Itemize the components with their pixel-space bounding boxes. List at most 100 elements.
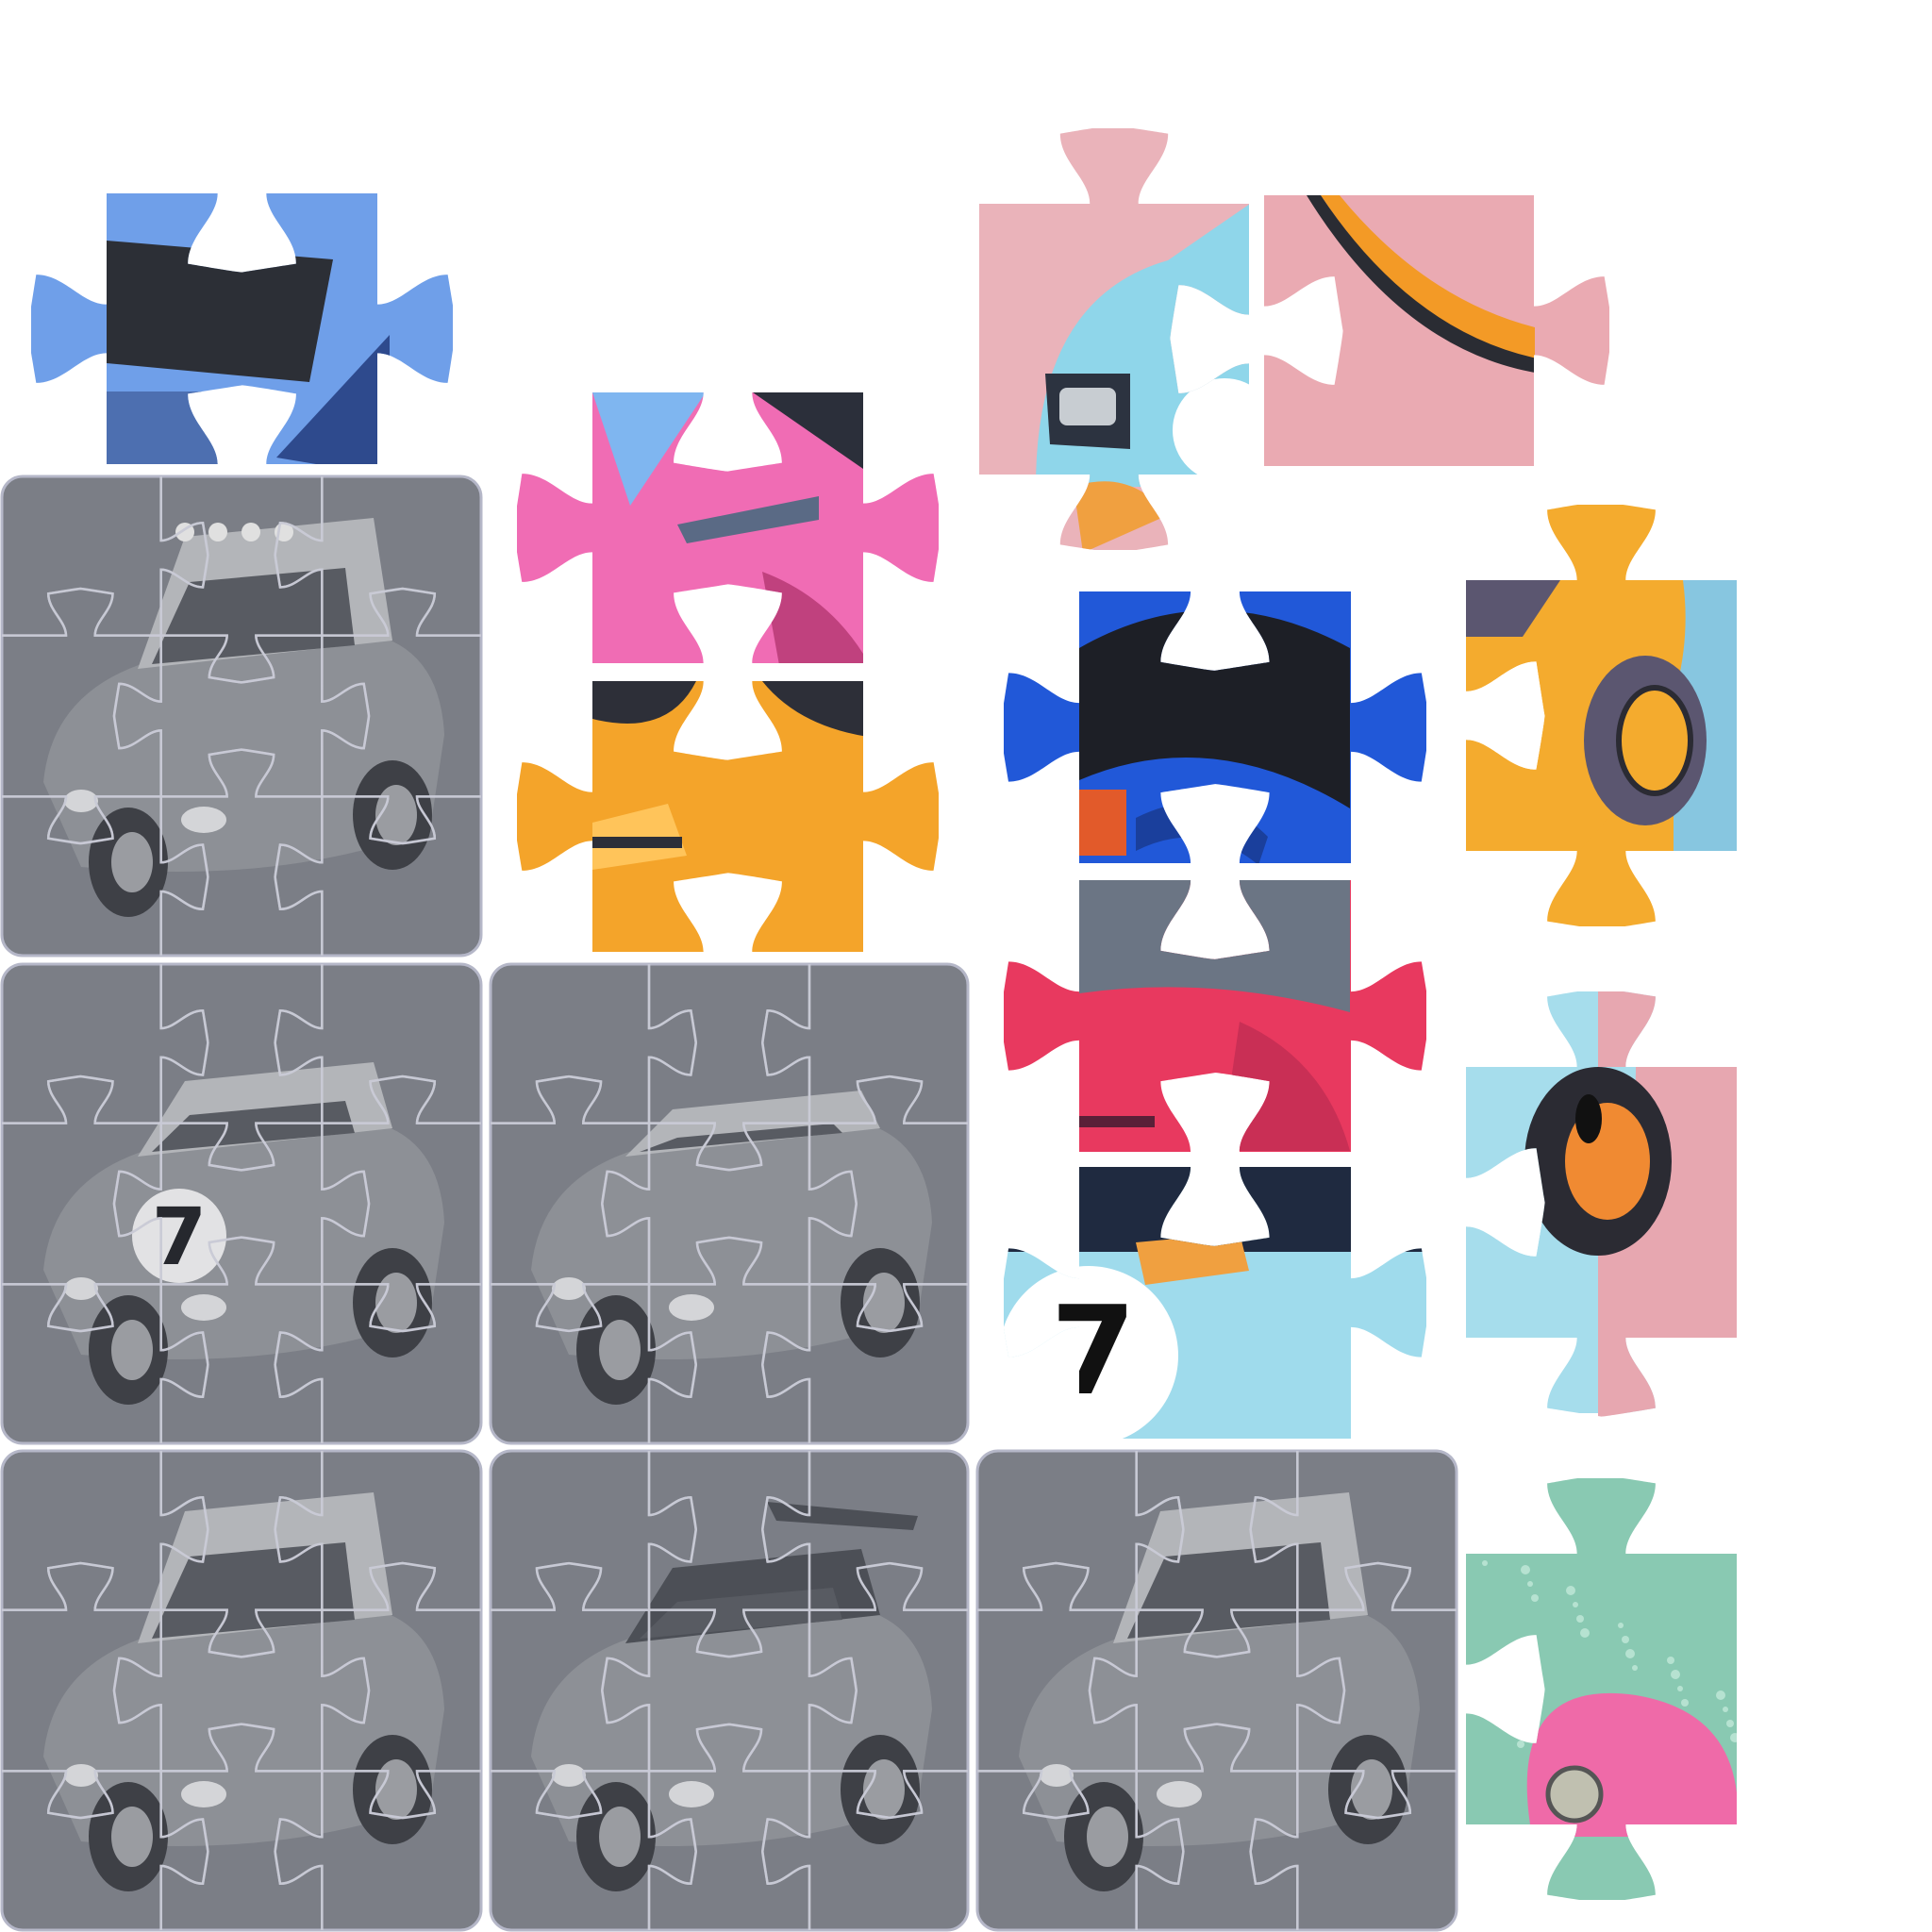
car-silhouette-headlight bbox=[1040, 1764, 1074, 1787]
blue-racer-roof bbox=[1079, 610, 1350, 808]
car-silhouette-hub bbox=[1087, 1807, 1128, 1867]
orange-stripe-edge bbox=[1307, 195, 1547, 375]
car-silhouette-windshield bbox=[152, 568, 355, 664]
red-car-vent bbox=[1079, 1116, 1155, 1127]
car-silhouette-hub bbox=[1351, 1759, 1392, 1820]
car-silhouette-headlight bbox=[64, 790, 98, 812]
mint-texture-dot bbox=[1723, 1707, 1728, 1712]
mint-texture-dot bbox=[1573, 1602, 1578, 1607]
mint-texture-dot bbox=[1482, 1560, 1488, 1566]
piece-art bbox=[1004, 591, 1426, 863]
piece-art-base bbox=[1264, 195, 1609, 466]
mint-texture-dot bbox=[1521, 1565, 1530, 1574]
mint-texture-dot bbox=[1716, 1690, 1725, 1700]
piece-art bbox=[979, 128, 1249, 553]
piece-art-base bbox=[1004, 880, 1426, 1152]
car-silhouette-headlight bbox=[181, 807, 226, 833]
car-silhouette-hub bbox=[375, 1273, 417, 1333]
mint-texture-dot bbox=[1632, 1665, 1638, 1671]
car-silhouette-windshield bbox=[640, 1124, 842, 1152]
slot-seam bbox=[761, 1770, 968, 1930]
mint-texture-dot bbox=[1566, 1586, 1575, 1595]
slot-seam bbox=[274, 795, 481, 956]
board-slot-offroad-suv[interactable] bbox=[0, 475, 483, 958]
slot-contents bbox=[491, 964, 968, 1443]
truck-window bbox=[107, 241, 333, 382]
truck-grille bbox=[107, 391, 220, 464]
pink-car-top-piece[interactable] bbox=[517, 317, 939, 739]
slot-contents bbox=[491, 1451, 968, 1930]
light-blue-car-vent bbox=[1575, 1094, 1602, 1143]
mint-texture-dot bbox=[1527, 1581, 1533, 1587]
orange-stripe bbox=[1321, 195, 1535, 360]
orange-car-hub bbox=[1616, 685, 1693, 796]
slot-seam bbox=[274, 1770, 481, 1930]
piece-art bbox=[1264, 195, 1609, 466]
mint-texture-dot bbox=[1517, 1740, 1524, 1748]
mint-texture-dot bbox=[1667, 1657, 1674, 1664]
racer-orange-stripe bbox=[1074, 481, 1168, 553]
piece-art bbox=[1004, 880, 1426, 1152]
car-silhouette-windshield bbox=[640, 1588, 842, 1639]
slot-seam bbox=[761, 1283, 968, 1443]
board-slot-supercar[interactable] bbox=[489, 1449, 970, 1932]
mint-texture-dot bbox=[1730, 1733, 1737, 1742]
mint-texture-dot bbox=[1580, 1628, 1590, 1638]
piece-art bbox=[1466, 991, 1737, 1417]
light-blue-racer-headlight-piece[interactable] bbox=[904, 128, 1324, 553]
car-silhouette-hub bbox=[599, 1807, 641, 1867]
car-silhouette-windshield bbox=[152, 1542, 355, 1639]
orange-car-wheel-piece[interactable] bbox=[1391, 505, 1824, 939]
slot-contents bbox=[2, 1451, 481, 1930]
racer-headlight bbox=[1059, 388, 1116, 425]
orange-stripe-on-pink-piece[interactable] bbox=[1189, 120, 1609, 541]
board-slot-classic-roadster[interactable] bbox=[489, 962, 970, 1445]
truck-side-shadow bbox=[276, 335, 390, 464]
slot-contents: 7 bbox=[2, 964, 481, 1443]
car-silhouette-hub bbox=[111, 1320, 153, 1380]
car-silhouette-hub bbox=[863, 1273, 905, 1333]
car-silhouette-hub bbox=[375, 1759, 417, 1820]
orange-car-window bbox=[762, 681, 875, 738]
mint-texture-dot bbox=[1531, 1594, 1539, 1602]
blue-black-racer-piece[interactable] bbox=[1004, 516, 1426, 939]
mint-texture-dot bbox=[1681, 1699, 1689, 1707]
car-silhouette-headlight bbox=[181, 1781, 226, 1807]
orange-car-window bbox=[1466, 580, 1560, 637]
car-silhouette-headlight bbox=[552, 1764, 586, 1787]
mint-texture-dot bbox=[1622, 1636, 1629, 1643]
board-slot-jeep[interactable] bbox=[0, 1449, 483, 1932]
pink-car-shadow bbox=[762, 572, 875, 663]
blue-racer-stripe bbox=[1079, 790, 1126, 856]
slot-seam bbox=[274, 1283, 481, 1443]
pink-car-vent bbox=[677, 496, 819, 543]
mint-texture-dot bbox=[1677, 1686, 1683, 1691]
car-silhouette-headlight bbox=[181, 1294, 226, 1321]
car-silhouette-headlight bbox=[669, 1781, 714, 1807]
racer-roundel bbox=[132, 1189, 226, 1283]
car-silhouette-hub bbox=[111, 1807, 153, 1867]
racer-number: 7 bbox=[1051, 1279, 1136, 1423]
car-silhouette-hub bbox=[863, 1759, 905, 1820]
car-silhouette-headlight bbox=[552, 1277, 586, 1300]
board-slot-pickup-truck[interactable] bbox=[975, 1449, 1458, 1932]
car-silhouette-windshield bbox=[1127, 1542, 1330, 1639]
slot-contents bbox=[977, 1451, 1457, 1930]
red-car-windshield-piece[interactable] bbox=[1004, 805, 1426, 1227]
car-silhouette-windshield bbox=[152, 1101, 355, 1152]
light-blue-wheel-on-pink-piece[interactable] bbox=[1391, 991, 1815, 1425]
car-silhouette-roof-light bbox=[208, 523, 227, 541]
orange-car-window bbox=[592, 681, 696, 724]
car-silhouette-wing bbox=[767, 1502, 918, 1530]
pink-wheel-hub bbox=[1545, 1765, 1604, 1824]
car-silhouette-hub bbox=[599, 1320, 641, 1380]
mint-texture-dot bbox=[1625, 1649, 1635, 1658]
racer-orange-stripe bbox=[1136, 1233, 1249, 1285]
board-slot-gt-racer-7[interactable]: 7 bbox=[0, 962, 483, 1445]
piece-art bbox=[1466, 505, 1737, 930]
pink-car-window bbox=[753, 392, 875, 477]
car-silhouette-headlight bbox=[669, 1294, 714, 1321]
car-silhouette-roof-light bbox=[242, 523, 260, 541]
racer-window bbox=[1004, 1167, 1428, 1252]
